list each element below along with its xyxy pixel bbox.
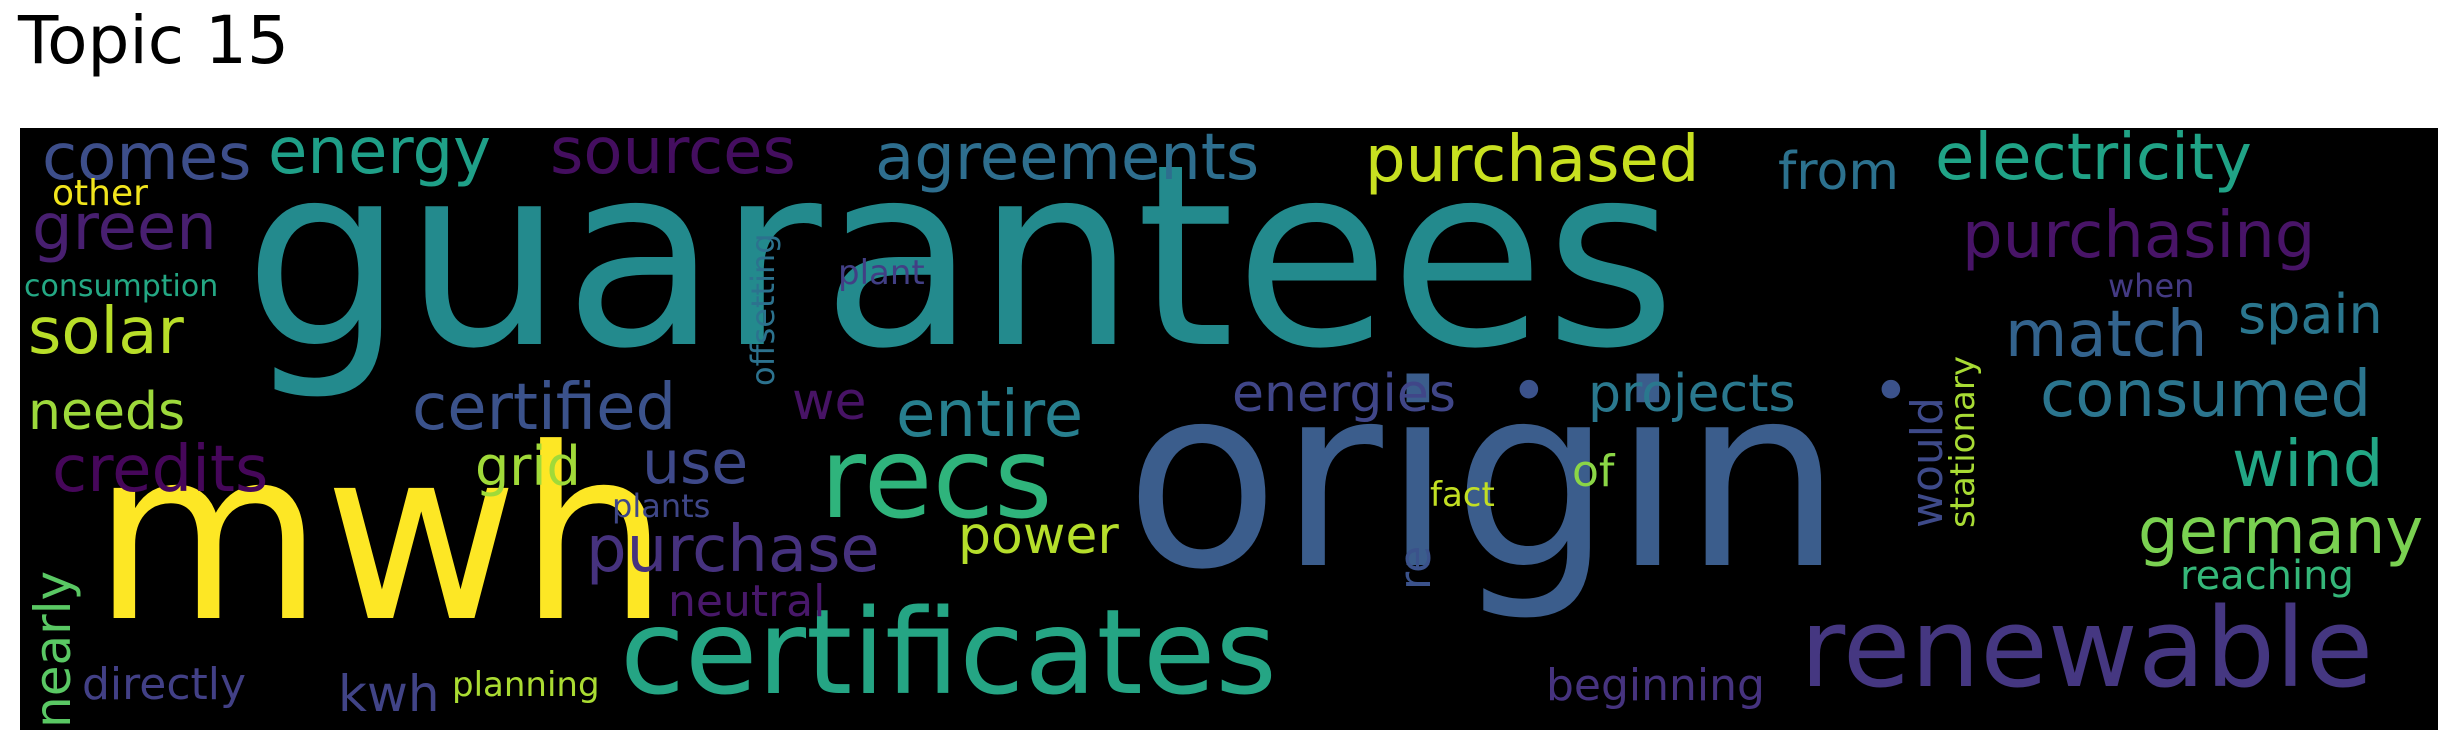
word-cloud: guarantees origin mwh certificates recs … — [20, 128, 2438, 730]
word-neutral: neutral — [668, 576, 826, 627]
word-germany: germany — [2138, 495, 2424, 569]
word-reaching: reaching — [2180, 553, 2354, 599]
word-sources: sources — [550, 128, 796, 189]
word-entire: entire — [896, 378, 1084, 452]
word-mwh: mwh — [92, 398, 670, 675]
word-energy: energy — [268, 128, 491, 189]
word-purchasing: purchasing — [1962, 199, 2316, 273]
word-plant: plant — [838, 253, 925, 293]
word-wind: wind — [2232, 428, 2384, 502]
word-of: of — [1572, 446, 1615, 497]
word-consumed: consumed — [2040, 358, 2372, 432]
word-credits: credits — [52, 433, 269, 507]
word-plants: plants — [612, 487, 711, 525]
word-certificates: certificates — [620, 583, 1277, 721]
word-beginning: beginning — [1546, 660, 1765, 711]
word-energies: energies — [1232, 364, 1456, 424]
word-origin: origin — [1125, 332, 1843, 625]
word-projects: projects — [1588, 364, 1796, 424]
word-solar: solar — [28, 295, 184, 369]
word-purchased: purchased — [1365, 128, 1700, 197]
word-purchase: purchase — [586, 513, 880, 587]
word-use: use — [642, 428, 749, 498]
word-re: re — [1390, 545, 1441, 590]
word-kwh: kwh — [338, 665, 440, 723]
word-dot2: • — [1872, 355, 1910, 429]
word-agreements: agreements — [875, 128, 1260, 195]
word-guarantees: guarantees — [244, 128, 1677, 404]
word-we: we — [792, 372, 867, 432]
word-green: green — [32, 191, 217, 265]
word-grid: grid — [475, 435, 581, 498]
word-offsetting: offsetting — [744, 233, 782, 386]
word-power: power — [958, 506, 1119, 566]
word-electricity: electricity — [1935, 128, 2252, 195]
page-title: Topic 15 — [18, 2, 289, 79]
word-nearly: nearly — [24, 570, 82, 728]
word-from: from — [1778, 142, 1900, 202]
word-planning: planning — [452, 665, 600, 705]
word-certified: certified — [412, 371, 677, 445]
word-renewable: renewable — [1800, 584, 2374, 712]
word-needs: needs — [28, 382, 186, 442]
word-fact: fact — [1430, 475, 1495, 515]
word-when: when — [2108, 267, 2195, 305]
word-directly: directly — [82, 659, 247, 710]
word-other: other — [52, 173, 148, 214]
word-consumption: consumption — [24, 269, 219, 304]
word-stationary: stationary — [1943, 356, 1983, 528]
word-recs: recs — [820, 414, 1053, 544]
word-comes: comes — [42, 128, 252, 195]
word-dot1: • — [1510, 355, 1548, 429]
word-spain: spain — [2238, 283, 2383, 346]
word-match: match — [2005, 298, 2208, 372]
